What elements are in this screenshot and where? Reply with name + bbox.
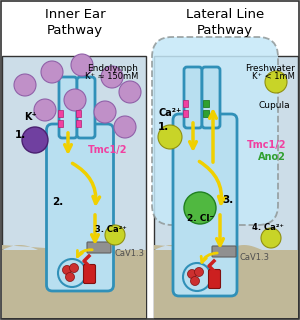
Text: K⁺ ≈ 150mM: K⁺ ≈ 150mM [85,72,138,81]
Text: Cupula: Cupula [258,100,290,109]
FancyBboxPatch shape [184,67,202,128]
Circle shape [58,259,86,287]
Bar [2,250,146,318]
FancyBboxPatch shape [83,265,95,284]
Circle shape [64,89,86,111]
Text: Tmc1/2: Tmc1/2 [88,145,127,155]
Circle shape [114,116,136,138]
Circle shape [184,192,216,224]
Text: Freshwater: Freshwater [245,64,295,73]
Text: 3.: 3. [222,195,234,205]
FancyBboxPatch shape [76,110,81,117]
Circle shape [34,99,56,121]
Circle shape [14,74,36,96]
Text: CaV1.3: CaV1.3 [240,252,270,261]
Text: 1.: 1. [158,122,169,132]
Text: Inner Ear
Pathway: Inner Ear Pathway [45,8,105,37]
PathPatch shape [2,245,146,255]
Circle shape [41,61,63,83]
FancyBboxPatch shape [203,100,209,107]
Text: CaV1.3: CaV1.3 [115,249,145,258]
FancyBboxPatch shape [76,120,81,127]
FancyBboxPatch shape [46,124,113,291]
Circle shape [70,263,79,273]
Circle shape [188,269,196,278]
Text: 2. Cl⁻: 2. Cl⁻ [188,214,214,223]
Circle shape [71,54,93,76]
FancyBboxPatch shape [58,110,63,117]
Circle shape [62,266,71,275]
FancyBboxPatch shape [173,114,237,296]
Circle shape [158,125,182,149]
Circle shape [265,71,287,93]
PathPatch shape [154,245,298,255]
FancyBboxPatch shape [77,77,95,138]
Circle shape [22,127,48,153]
FancyBboxPatch shape [183,110,188,117]
Circle shape [105,225,125,245]
Circle shape [190,276,200,285]
Text: 1.: 1. [15,130,26,140]
Circle shape [194,268,203,276]
Text: 3. Ca²⁺: 3. Ca²⁺ [95,226,127,235]
Text: 4. Ca²⁺: 4. Ca²⁺ [252,223,284,233]
FancyBboxPatch shape [208,269,220,289]
Circle shape [261,228,281,248]
Text: 2.: 2. [52,197,64,207]
Circle shape [94,101,116,123]
Circle shape [183,263,211,291]
Circle shape [119,81,141,103]
FancyBboxPatch shape [203,110,209,117]
FancyBboxPatch shape [183,100,188,107]
FancyBboxPatch shape [212,246,236,257]
Circle shape [101,66,123,88]
Text: Ca²⁺: Ca²⁺ [158,108,182,118]
Bar [2,56,146,318]
Text: Ano2: Ano2 [258,152,286,162]
FancyBboxPatch shape [58,120,63,127]
FancyBboxPatch shape [59,77,77,138]
FancyBboxPatch shape [202,67,220,128]
FancyBboxPatch shape [87,242,111,253]
Text: Tmc1/2: Tmc1/2 [247,140,286,150]
Bar [154,250,298,318]
Bar [154,56,298,318]
Text: Endolymph: Endolymph [87,64,138,73]
Text: Lateral Line
Pathway: Lateral Line Pathway [186,8,264,37]
Text: K⁺: K⁺ [24,112,36,122]
FancyBboxPatch shape [152,37,278,225]
Circle shape [65,273,74,282]
Text: K⁺ < 1mM: K⁺ < 1mM [252,72,295,81]
